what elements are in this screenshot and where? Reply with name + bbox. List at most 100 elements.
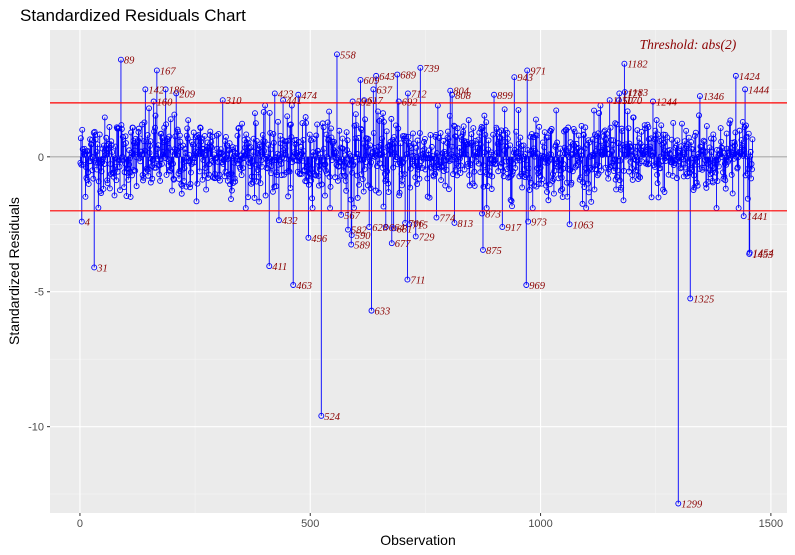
residual-point xyxy=(541,144,548,151)
residual-point xyxy=(266,263,273,270)
residual-point xyxy=(425,147,432,154)
residual-point xyxy=(111,192,118,199)
residual-point xyxy=(312,172,319,179)
residual-point xyxy=(229,146,236,153)
residual-point xyxy=(127,193,134,200)
residual-point xyxy=(734,164,741,171)
residual-point xyxy=(395,125,402,132)
residual-point xyxy=(614,167,621,174)
residual-point xyxy=(94,159,101,166)
residual-point xyxy=(516,157,523,164)
residual-point xyxy=(252,110,258,117)
residual-point xyxy=(258,148,264,155)
residual-point xyxy=(609,148,615,155)
residual-point xyxy=(427,131,434,138)
residual-point xyxy=(267,146,274,153)
residual-point xyxy=(316,162,323,169)
residual-point xyxy=(589,136,596,143)
residual-point xyxy=(673,175,680,182)
residual-point xyxy=(298,171,305,177)
residual-point xyxy=(404,276,411,283)
residual-point xyxy=(163,121,170,128)
outlier-label: 1454 xyxy=(753,249,775,260)
residual-point xyxy=(657,165,664,172)
residual-point xyxy=(698,164,705,171)
residual-point xyxy=(525,165,532,172)
residual-point xyxy=(108,142,115,149)
residual-point xyxy=(509,171,516,178)
residual-point xyxy=(586,139,593,146)
residual-point xyxy=(129,124,136,131)
residual-point xyxy=(354,194,361,201)
residual-point xyxy=(389,141,396,147)
residual-point xyxy=(154,156,161,162)
residual-point xyxy=(645,124,652,131)
residual-point xyxy=(535,181,542,187)
residual-point xyxy=(217,146,224,153)
residual-point xyxy=(285,193,292,200)
residual-point xyxy=(232,178,239,185)
residual-point xyxy=(727,117,734,124)
residual-point xyxy=(231,175,238,182)
residual-point xyxy=(127,155,134,161)
residual-point xyxy=(621,60,628,67)
residual-point xyxy=(339,135,346,142)
residual-point xyxy=(170,160,176,167)
y-tick-label: -5 xyxy=(34,287,44,299)
residual-point xyxy=(161,124,168,131)
residual-point xyxy=(475,160,482,167)
residual-point xyxy=(481,149,488,156)
residual-point xyxy=(615,157,621,164)
residual-point xyxy=(451,219,458,226)
residual-point xyxy=(354,172,361,179)
residual-point xyxy=(118,122,125,128)
residual-point xyxy=(117,56,124,63)
residual-point xyxy=(564,193,571,200)
residual-point xyxy=(648,194,655,201)
residual-point xyxy=(377,152,384,158)
residual-point xyxy=(252,120,259,127)
residual-point xyxy=(685,158,692,165)
residual-point xyxy=(384,168,391,175)
residual-point xyxy=(670,119,677,126)
residual-point xyxy=(367,185,374,192)
outlier-label: 589 xyxy=(354,241,371,252)
residual-point xyxy=(306,131,313,138)
residual-point xyxy=(119,153,126,160)
residual-point xyxy=(627,158,634,165)
residual-point xyxy=(691,172,697,179)
residual-point xyxy=(604,146,611,152)
residual-point xyxy=(78,161,85,168)
residual-point xyxy=(467,162,474,169)
residual-point xyxy=(588,198,595,205)
residual-point xyxy=(705,165,712,172)
residual-point xyxy=(562,150,568,157)
outlier-label: 463 xyxy=(296,281,312,292)
residual-point xyxy=(628,165,635,172)
residual-point xyxy=(628,148,635,155)
residual-point xyxy=(592,148,599,155)
residual-point xyxy=(92,136,99,143)
residual-point xyxy=(439,150,446,157)
residual-point xyxy=(361,166,368,173)
outlier-label: 1244 xyxy=(656,98,678,109)
residual-point xyxy=(347,196,354,203)
residual-point xyxy=(265,141,272,148)
residual-point xyxy=(749,166,755,173)
residual-point xyxy=(730,149,737,156)
residual-point xyxy=(390,164,397,171)
outlier-label: 1170 xyxy=(622,96,643,107)
residual-point xyxy=(106,185,113,192)
residual-point xyxy=(577,174,584,181)
residual-point xyxy=(123,193,130,200)
residual-point xyxy=(340,158,347,165)
residual-point xyxy=(394,71,401,78)
residual-point xyxy=(209,133,216,140)
residual-point xyxy=(300,148,307,155)
residual-point xyxy=(152,124,158,131)
residual-point xyxy=(481,112,488,119)
residual-point xyxy=(732,72,739,79)
outlier-label: 167 xyxy=(160,66,177,77)
residual-point xyxy=(576,158,583,165)
outlier-label: 411 xyxy=(272,262,287,273)
